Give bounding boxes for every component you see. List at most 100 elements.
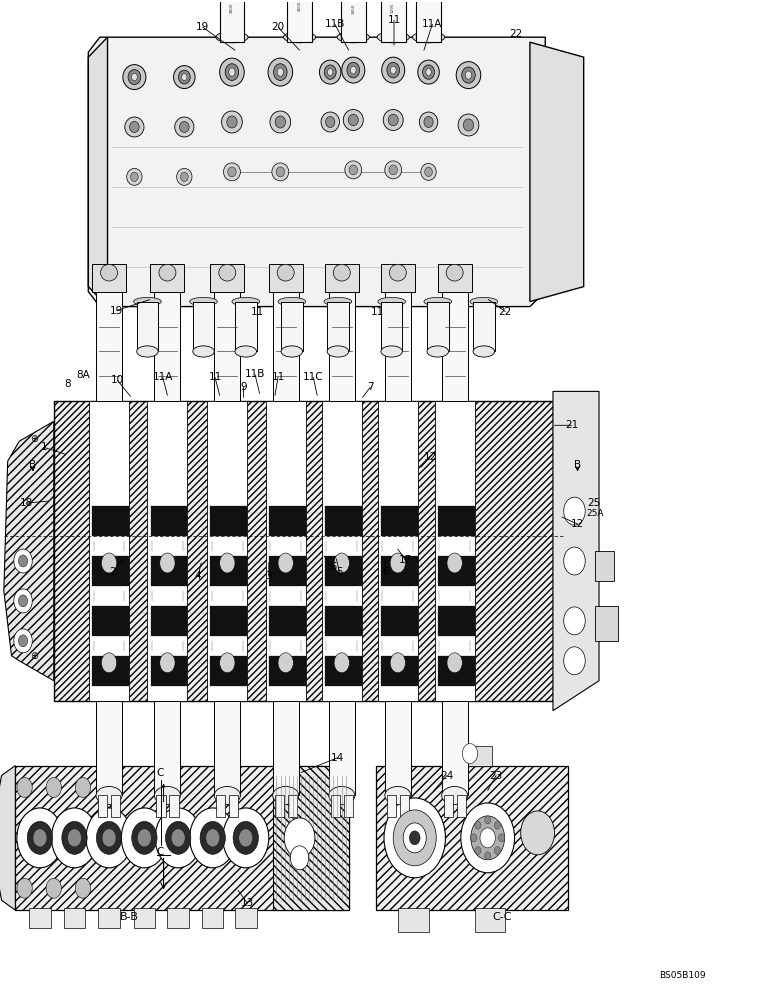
Circle shape xyxy=(75,778,91,797)
Text: 8A: 8A xyxy=(76,370,90,380)
Bar xyxy=(151,506,187,536)
Polygon shape xyxy=(376,766,568,910)
Ellipse shape xyxy=(272,163,289,181)
Bar xyxy=(381,264,415,292)
Ellipse shape xyxy=(343,110,363,130)
Bar xyxy=(381,556,418,586)
Bar xyxy=(151,606,187,636)
Ellipse shape xyxy=(418,60,439,84)
Circle shape xyxy=(564,497,585,525)
Ellipse shape xyxy=(342,57,365,83)
Polygon shape xyxy=(54,401,553,701)
Text: 11: 11 xyxy=(208,372,222,382)
Bar xyxy=(214,701,240,795)
Bar xyxy=(269,556,306,586)
Ellipse shape xyxy=(177,168,192,185)
Circle shape xyxy=(102,829,116,847)
Text: 9: 9 xyxy=(240,382,247,392)
Text: 12: 12 xyxy=(423,452,437,462)
Text: 22: 22 xyxy=(498,307,512,317)
Circle shape xyxy=(495,847,501,855)
Bar xyxy=(147,401,187,701)
Bar xyxy=(269,264,303,292)
Text: 25A: 25A xyxy=(587,509,604,518)
Ellipse shape xyxy=(227,167,236,177)
Text: 22: 22 xyxy=(509,29,523,39)
Bar xyxy=(269,656,306,686)
Polygon shape xyxy=(273,766,349,910)
Ellipse shape xyxy=(422,65,435,79)
Bar xyxy=(92,506,129,536)
Text: B: B xyxy=(29,460,37,470)
Circle shape xyxy=(17,878,32,898)
Ellipse shape xyxy=(270,111,290,133)
Ellipse shape xyxy=(178,70,190,84)
Ellipse shape xyxy=(180,172,188,182)
Circle shape xyxy=(62,821,88,854)
Text: 11: 11 xyxy=(371,307,385,317)
Bar xyxy=(210,506,247,536)
Bar xyxy=(456,795,465,817)
Ellipse shape xyxy=(458,114,479,136)
Bar xyxy=(331,795,340,817)
Bar xyxy=(167,908,189,928)
Text: 11: 11 xyxy=(387,15,401,25)
Ellipse shape xyxy=(465,71,472,79)
Circle shape xyxy=(223,808,269,868)
Circle shape xyxy=(33,829,47,847)
Ellipse shape xyxy=(127,168,142,185)
Circle shape xyxy=(137,829,151,847)
Bar xyxy=(399,795,409,817)
Text: 11A: 11A xyxy=(153,372,173,382)
Ellipse shape xyxy=(174,66,195,89)
Bar xyxy=(98,908,120,928)
Bar xyxy=(111,795,120,817)
Circle shape xyxy=(233,821,258,854)
Bar xyxy=(266,401,306,701)
Circle shape xyxy=(384,798,445,878)
Circle shape xyxy=(409,831,420,845)
Circle shape xyxy=(68,829,81,847)
Ellipse shape xyxy=(327,346,349,357)
Circle shape xyxy=(564,547,585,575)
Ellipse shape xyxy=(319,60,341,84)
Circle shape xyxy=(278,653,293,673)
Ellipse shape xyxy=(273,786,299,804)
Ellipse shape xyxy=(229,68,235,76)
Text: 12: 12 xyxy=(571,519,584,529)
Text: 11B: 11B xyxy=(325,19,345,29)
Ellipse shape xyxy=(424,297,452,306)
Bar xyxy=(381,606,418,636)
Ellipse shape xyxy=(130,121,139,132)
Bar xyxy=(438,656,475,686)
Polygon shape xyxy=(15,766,349,910)
Bar xyxy=(444,795,453,817)
Circle shape xyxy=(17,778,32,797)
Bar xyxy=(64,908,85,928)
Circle shape xyxy=(132,821,157,854)
Text: 11: 11 xyxy=(271,372,285,382)
Circle shape xyxy=(278,553,293,573)
Ellipse shape xyxy=(377,32,409,43)
Ellipse shape xyxy=(462,67,475,83)
Bar xyxy=(385,287,411,401)
Circle shape xyxy=(462,744,478,764)
Circle shape xyxy=(498,834,505,842)
Ellipse shape xyxy=(221,111,242,133)
Ellipse shape xyxy=(383,110,403,130)
Text: 6: 6 xyxy=(382,567,389,577)
Circle shape xyxy=(475,821,481,829)
Circle shape xyxy=(28,821,52,854)
Circle shape xyxy=(86,808,132,868)
Bar xyxy=(235,908,257,928)
Text: 11C: 11C xyxy=(303,372,323,382)
Bar xyxy=(220,0,244,42)
Circle shape xyxy=(14,629,32,653)
Circle shape xyxy=(290,846,309,870)
Bar xyxy=(442,701,468,795)
Bar xyxy=(98,795,108,817)
Circle shape xyxy=(393,810,436,866)
Text: 5: 5 xyxy=(336,567,343,577)
Circle shape xyxy=(171,829,185,847)
Text: C: C xyxy=(156,847,164,857)
